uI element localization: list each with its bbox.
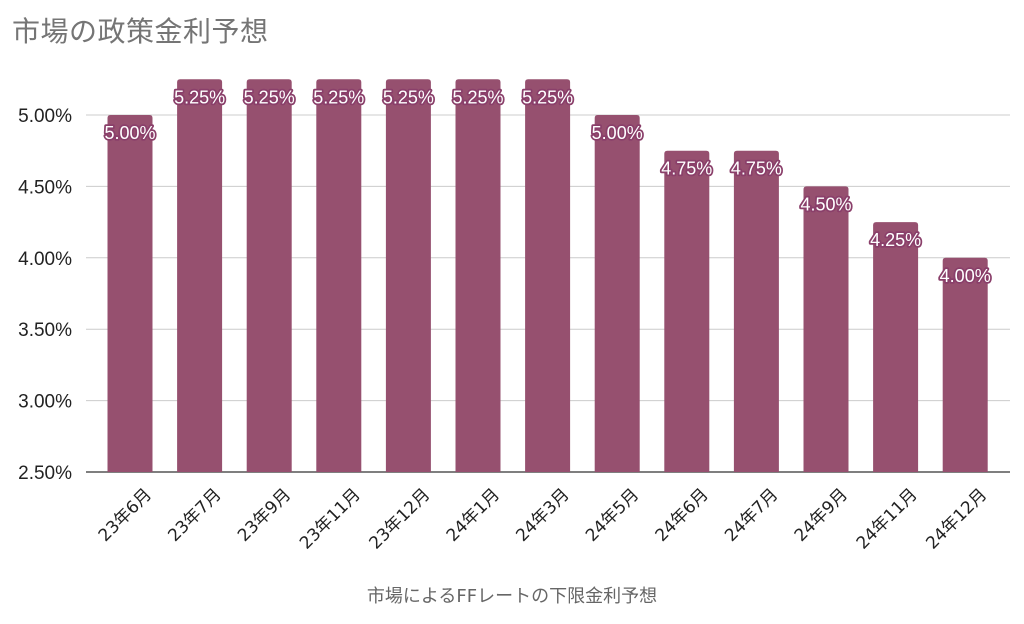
x-tick-label: 23年12月 [366,485,435,554]
data-label: 5.25% [174,87,225,107]
data-label: 5.25% [383,87,434,107]
x-tick-label: 24年6月 [652,485,713,546]
data-label: 4.75% [731,159,782,179]
y-tick-label: 5.00% [18,106,72,127]
bar [385,79,431,473]
bar [873,222,919,472]
y-tick-label: 4.50% [18,177,72,198]
data-label: 4.75% [661,159,712,179]
x-tick-label: 23年7月 [164,485,225,546]
data-label: 4.00% [940,266,991,286]
x-tick-label: 24年11月 [853,485,922,554]
x-tick-label: 23年11月 [296,485,365,554]
y-tick-label: 3.50% [18,320,72,341]
bar [733,150,779,472]
bar [455,79,501,473]
x-tick-label: 23年9月 [234,485,295,546]
y-tick-label: 3.00% [18,392,72,413]
data-label: 5.25% [313,87,364,107]
x-tick-label: 24年12月 [922,485,991,554]
bar [177,79,223,473]
data-label: 5.25% [244,87,295,107]
bar [525,79,571,473]
bar [942,257,988,472]
data-label: 4.50% [800,194,851,214]
x-axis-title: 市場によるFFレートの下限金利予想 [366,586,658,607]
y-tick-label: 2.50% [18,463,72,484]
x-tick-label: 24年3月 [512,485,573,546]
y-tick-label: 4.00% [18,249,72,270]
data-label: 4.25% [870,230,921,250]
x-tick-label: 24年1月 [443,485,504,546]
data-label: 5.25% [522,87,573,107]
x-tick-label: 24年9月 [791,485,852,546]
data-label: 5.00% [104,123,155,143]
bar [246,79,292,473]
bar [594,115,640,472]
data-label: 5.00% [592,123,643,143]
bar [664,150,710,472]
data-label: 5.25% [452,87,503,107]
bar [803,186,849,472]
x-tick-label: 24年5月 [582,485,643,546]
bar [316,79,362,473]
chart-title: 市場の政策金利予想 [12,15,269,48]
bar [107,115,153,472]
x-tick-label: 23年6月 [95,485,156,546]
x-tick-label: 24年7月 [721,485,782,546]
